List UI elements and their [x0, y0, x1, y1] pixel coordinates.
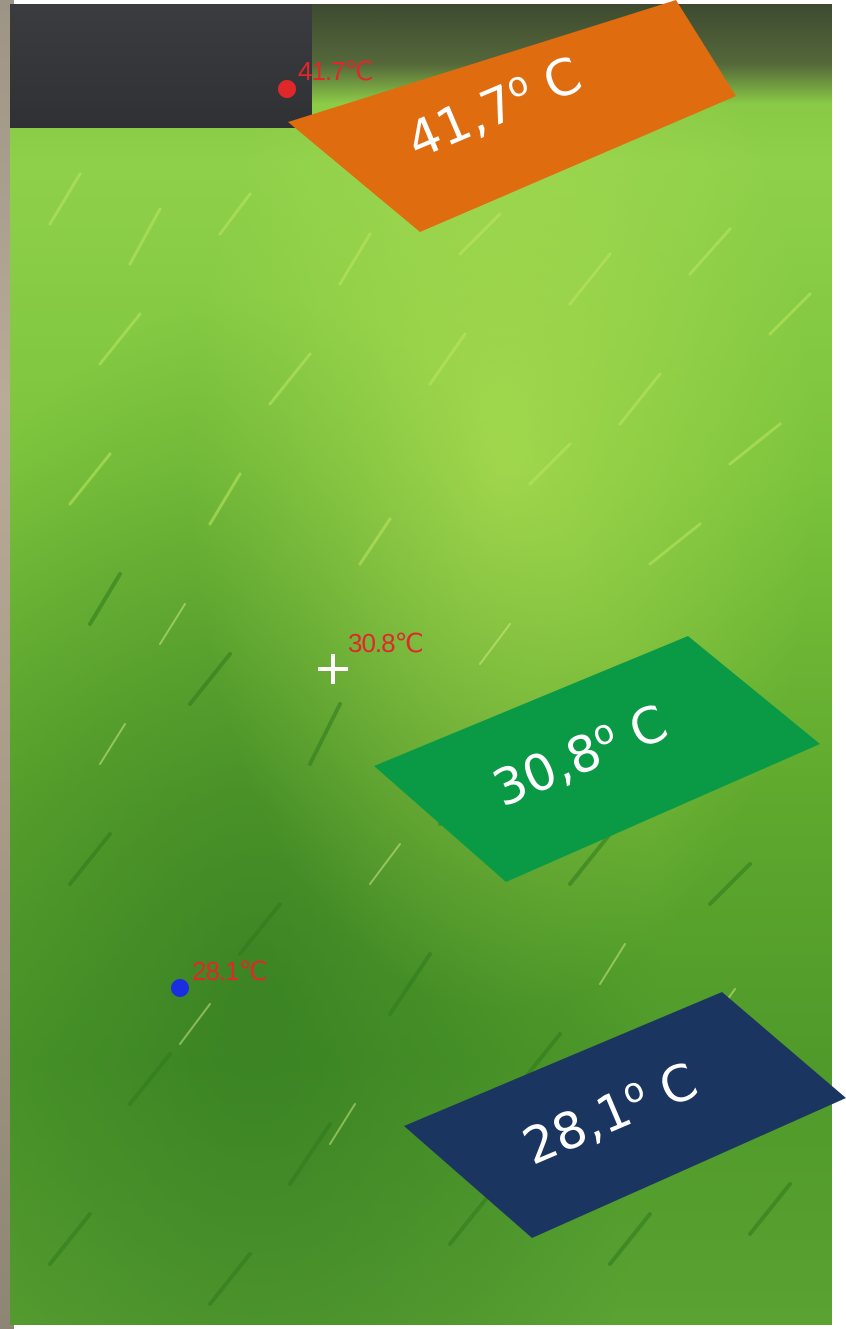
- cold-temperature-badge: 28,1o C: [402, 992, 846, 1238]
- hot-spot-reading: 41.7℃: [298, 56, 374, 86]
- dark-wall: [10, 4, 312, 128]
- mid-temperature-badge: 30,8o C: [372, 636, 820, 882]
- center-reading: 30.8℃: [348, 628, 424, 658]
- cold-spot-dot: [171, 979, 189, 997]
- hot-spot-dot: [278, 80, 296, 98]
- cold-spot-reading: 28.1℃: [192, 956, 268, 986]
- hot-temperature-badge: 41,7o C: [284, 0, 736, 232]
- center-crosshair: [318, 654, 348, 684]
